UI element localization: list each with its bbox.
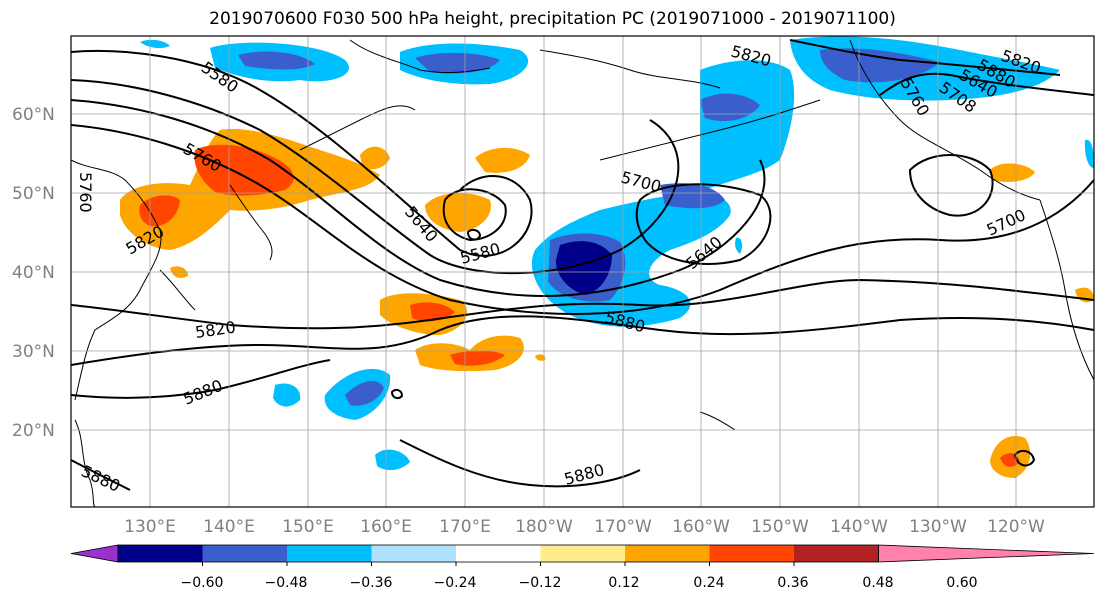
colorbar-tick-label: 0.24 bbox=[693, 575, 724, 591]
contour-label: 5760 bbox=[76, 172, 95, 213]
lon-label: 130°W bbox=[909, 517, 967, 537]
colorbar-segment bbox=[118, 545, 203, 562]
longitude-labels: 130°E 140°E 150°E 160°E 170°E 180°W 170°… bbox=[124, 517, 1045, 537]
lat-label: 20°N bbox=[12, 421, 55, 441]
coastlines bbox=[71, 39, 1094, 507]
colorbar-segment bbox=[287, 545, 372, 562]
positive-anomaly-areas bbox=[120, 129, 1094, 478]
colorbar-tick-label: 0.48 bbox=[862, 575, 893, 591]
colorbar-segment bbox=[540, 545, 625, 562]
contour-label: 5880 bbox=[78, 461, 123, 495]
lon-label: 170°W bbox=[594, 517, 652, 537]
map-title: 2019070600 F030 500 hPa height, precipit… bbox=[209, 9, 896, 29]
colorbar-tick-label: −0.60 bbox=[181, 575, 224, 591]
colorbar-segment bbox=[456, 545, 541, 562]
lat-label: 40°N bbox=[12, 263, 55, 283]
gridlines bbox=[71, 36, 1094, 507]
lon-label: 150°E bbox=[282, 517, 334, 537]
lon-label: 150°W bbox=[751, 517, 809, 537]
map-frame bbox=[70, 35, 1095, 508]
lat-label: 30°N bbox=[12, 342, 55, 362]
colorbar-segment bbox=[709, 545, 794, 562]
precip-shading bbox=[120, 36, 1094, 478]
colorbar-tick-label: −0.36 bbox=[350, 575, 393, 591]
lon-label: 140°W bbox=[830, 517, 888, 537]
colorbar-tick-label: −0.24 bbox=[434, 575, 477, 591]
lon-label: 130°E bbox=[124, 517, 176, 537]
colorbar-arrow-high bbox=[878, 544, 1095, 563]
colorbar-segment bbox=[202, 545, 287, 562]
contour-label: 5880 bbox=[180, 376, 225, 409]
colorbar-segment bbox=[371, 545, 456, 562]
colorbar-tick-label: −0.48 bbox=[265, 575, 308, 591]
lon-label: 140°E bbox=[203, 517, 255, 537]
lon-label: 180°W bbox=[515, 517, 573, 537]
colorbar-segment bbox=[625, 545, 710, 562]
colorbar-tick-label: 0.36 bbox=[777, 575, 808, 591]
lat-label: 60°N bbox=[12, 105, 55, 125]
lat-label: 50°N bbox=[12, 184, 55, 204]
colorbar-tick-label: 0.12 bbox=[608, 575, 639, 591]
contour-label: 5700 bbox=[619, 168, 663, 197]
colorbar-tick-label: 0.60 bbox=[946, 575, 977, 591]
lon-label: 160°E bbox=[360, 517, 412, 537]
lon-label: 170°E bbox=[439, 517, 491, 537]
colorbar-arrow-low bbox=[70, 544, 119, 563]
colorbar-tick-label: −0.12 bbox=[519, 575, 562, 591]
lon-label: 120°W bbox=[987, 517, 1045, 537]
colorbar bbox=[70, 544, 1095, 566]
colorbar-labels: −0.60 −0.48 −0.36 −0.24 −0.12 0.12 0.24 … bbox=[181, 575, 978, 591]
lon-label: 160°W bbox=[672, 517, 730, 537]
latitude-labels: 60°N 50°N 40°N 30°N 20°N bbox=[12, 105, 55, 441]
colorbar-frame bbox=[117, 544, 879, 563]
colorbar-segment bbox=[794, 545, 879, 562]
height-contours bbox=[71, 39, 1094, 491]
